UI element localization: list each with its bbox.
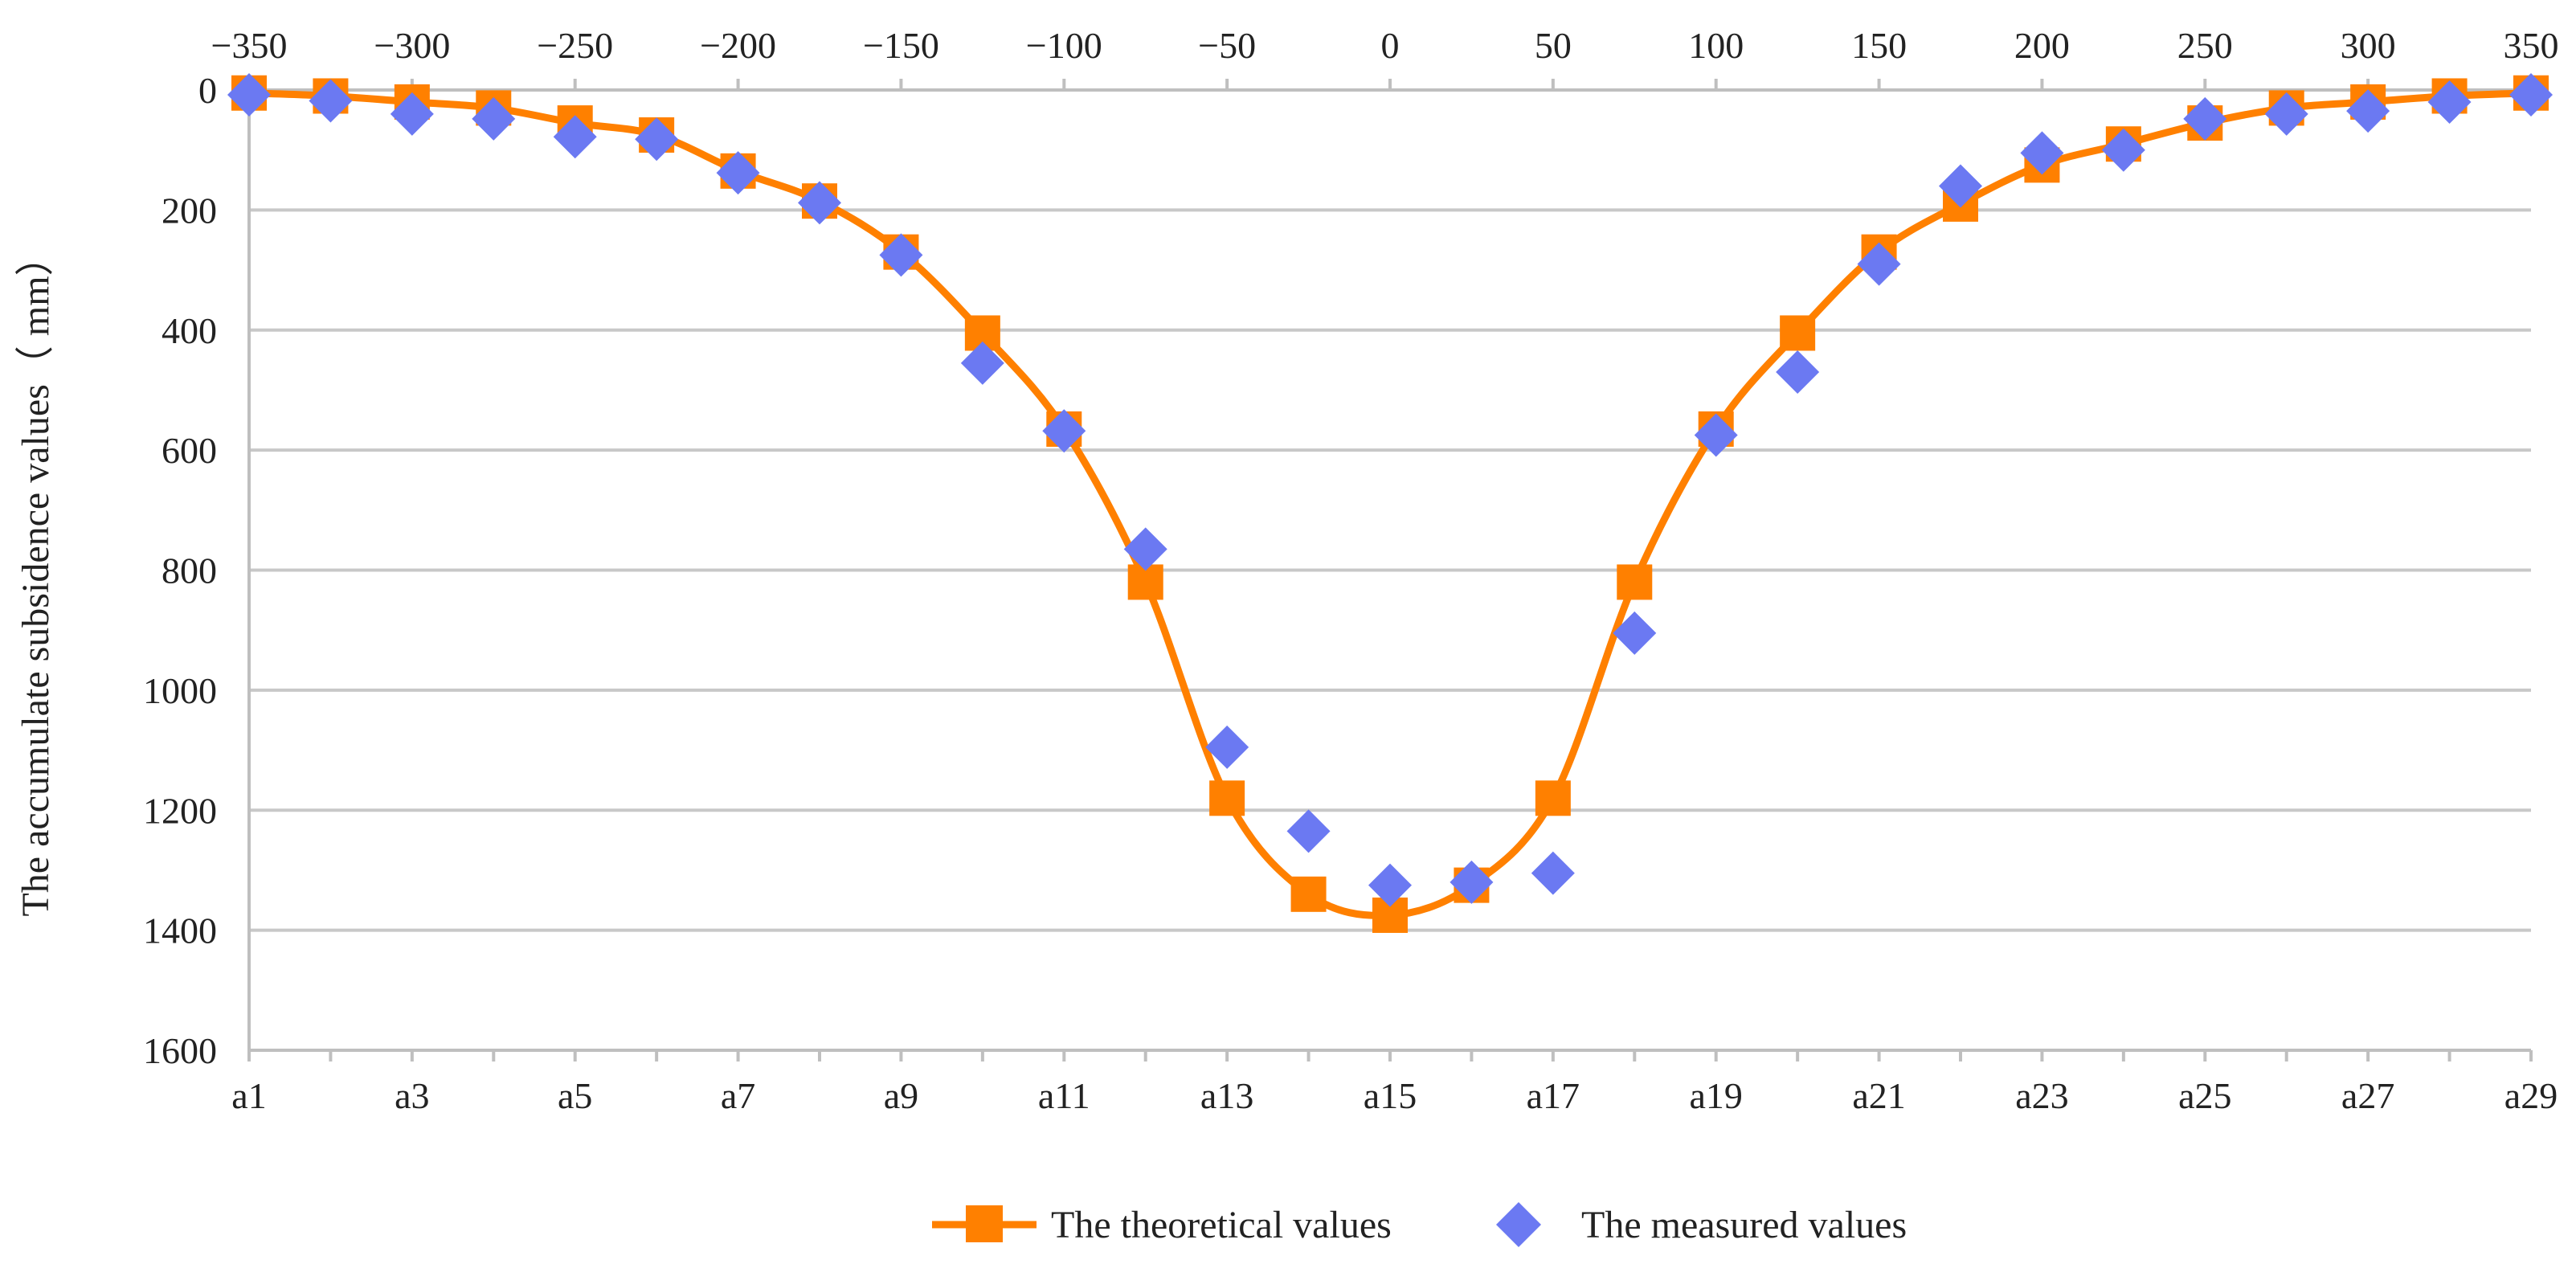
measured-point [1531,851,1575,895]
top-tick-label: 250 [2177,25,2233,66]
top-axis-tick-labels: −350 −300 −250 −200 −150 −100 −50 0 50 100 150 200 2… [211,25,2559,66]
bottom-tick-label: a25 [2178,1075,2231,1116]
bottom-tick-label: a9 [884,1075,918,1116]
y-tick-labels: 0 200 400 600 800 1000 1200 1400 1600 [143,70,217,1071]
top-tick-label: 100 [1688,25,1744,66]
y-tick-label: 200 [162,190,217,231]
measured-point [716,151,760,195]
measured-point [2427,80,2472,124]
top-tick-label: −150 [863,25,939,66]
bottom-axis-tick-labels: a1 a3 a5 a7 a9 a11 a13 a15 a17 a19 a21 a23 a25 a27 a29 [231,1075,2558,1116]
bottom-tick-label: a3 [395,1075,429,1116]
legend: The theoretical values The measured valu… [932,1202,1907,1247]
y-tick-label: 800 [162,550,217,591]
y-tick-label: 0 [198,70,217,111]
top-tick-label: −50 [1198,25,1256,66]
top-tick-label: 350 [2504,25,2559,66]
measured-point [635,117,679,162]
measured-point [1857,242,1901,286]
bottom-tick-label: a1 [231,1075,266,1116]
top-tick-label: −100 [1026,25,1102,66]
measured-point [553,115,597,159]
bottom-tick-label: a13 [1200,1075,1253,1116]
y-tick-label: 1200 [143,790,217,831]
measured-point [960,341,1004,385]
legend-measured-marker [1496,1202,1541,1247]
y-tick-label: 1400 [143,910,217,951]
top-tick-label: −250 [537,25,613,66]
axes [247,79,2533,1062]
top-tick-label: 300 [2341,25,2396,66]
top-tick-label: −350 [211,25,288,66]
y-tick-label: 1600 [143,1030,217,1071]
measured-point [1368,863,1412,907]
bottom-tick-label: a17 [1527,1075,1580,1116]
top-tick-label: 50 [1535,25,1572,66]
bottom-tick-label: a11 [1038,1075,1090,1116]
y-tick-label: 400 [162,310,217,351]
measured-point [2183,96,2227,141]
top-tick-label: −200 [700,25,776,66]
measured-point [1286,809,1331,853]
top-tick-label: 200 [2014,25,2070,66]
bottom-tick-label: a7 [721,1075,755,1116]
theoretical-line [248,89,2532,919]
measured-point [798,181,841,225]
y-tick-label: 1000 [143,670,217,711]
measured-point [390,92,434,136]
bottom-tick-label: a27 [2341,1075,2394,1116]
theoretical-point [1780,315,1816,351]
measured-point [1123,527,1167,571]
bottom-tick-label: a15 [1364,1075,1417,1116]
legend-theoretical-marker [966,1205,1003,1242]
measured-point [1939,164,1982,208]
grid-lines [249,208,2531,932]
top-tick-label: 150 [1851,25,1907,66]
measured-point [2101,128,2145,172]
top-tick-label: −300 [374,25,450,66]
legend-measured-label: The measured values [1581,1204,1907,1246]
y-axis-label: The accumulate subsidence values（ mm） [14,237,57,916]
bottom-tick-label: a21 [1852,1075,1905,1116]
bottom-tick-label: a29 [2504,1075,2558,1116]
measured-point [2509,72,2553,117]
measured-point [1450,860,1494,904]
theoretical-point [1209,780,1245,816]
measured-point [1613,611,1657,655]
measured-point [1776,350,1820,395]
measured-point [227,72,271,117]
legend-theoretical-label: The theoretical values [1051,1204,1392,1246]
measured-point [1042,409,1086,453]
bottom-tick-label: a5 [558,1075,592,1116]
measured-point [2020,131,2064,175]
theoretical-point [1290,876,1327,912]
theoretical-point [1617,564,1653,600]
y-tick-label: 600 [162,430,217,471]
measured-point [309,79,353,123]
measured-point [1205,725,1249,769]
measured-point [2264,92,2308,136]
bottom-tick-label: a23 [2015,1075,2068,1116]
measured-point [1694,413,1738,457]
measured-point [879,233,923,277]
bottom-tick-label: a19 [1690,1075,1743,1116]
measured-point [2346,89,2390,133]
top-tick-label: 0 [1381,25,1400,66]
series [227,72,2553,933]
theoretical-point [1535,780,1571,816]
measured-point [472,96,516,141]
